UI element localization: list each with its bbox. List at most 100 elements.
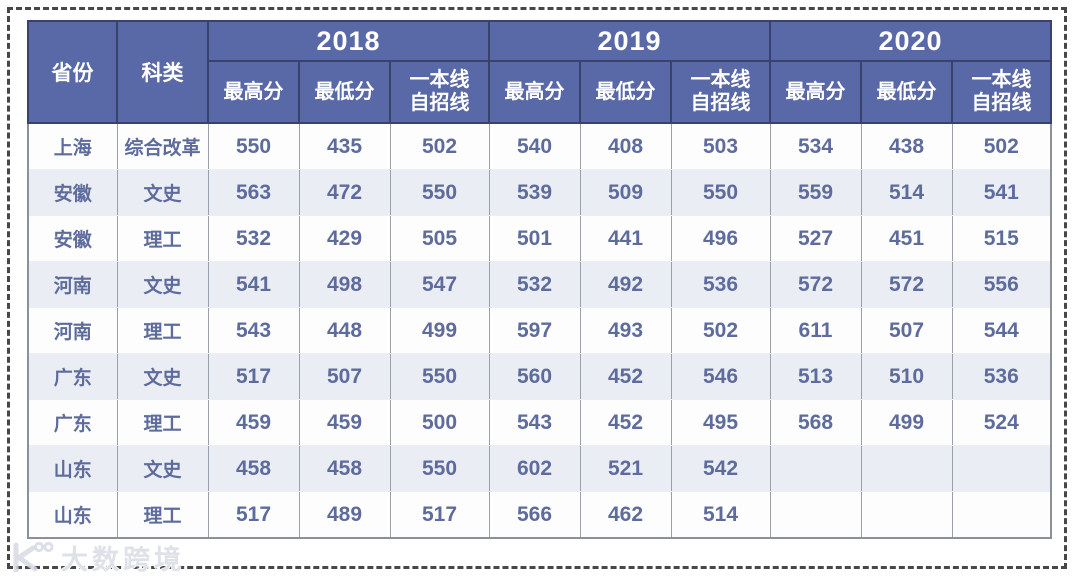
province-cell: 山东 [27,491,118,539]
score-cell: 532 [207,215,300,262]
header-min-score: 最低分 [579,60,672,124]
admission-scores-table: 省份 科类 2018 2019 2020 最高分 最低分 一本线 自招线 最高分… [27,20,1052,539]
score-cell: 507 [298,353,391,400]
category-cell: 文史 [116,261,209,308]
header-year-2018: 2018 [207,20,490,62]
table-row: 山东 文史 458 458 550 602 521 542 [27,445,1052,492]
score-cell [769,491,862,539]
score-cell: 560 [488,353,581,400]
score-cell: 536 [951,353,1052,400]
table-row: 安徽 理工 532 429 505 501 441 496 527 451 515 [27,215,1052,262]
score-cell: 499 [389,307,490,354]
province-cell: 安徽 [27,169,118,216]
score-cell: 489 [298,491,391,539]
score-cell: 458 [207,445,300,492]
score-cell: 441 [579,215,672,262]
year-header-row: 省份 科类 2018 2019 2020 [27,20,1052,124]
score-cell: 517 [207,353,300,400]
score-cell: 448 [298,307,391,354]
score-cell: 611 [769,307,862,354]
score-cell: 550 [389,445,490,492]
score-cell: 515 [951,215,1052,262]
watermark-logo-icon [13,541,54,573]
category-cell: 文史 [116,445,209,492]
table-row: 河南 理工 543 448 499 597 493 502 611 507 544 [27,307,1052,354]
header-min-score: 最低分 [860,60,953,124]
score-cell: 496 [670,215,771,262]
score-cell: 408 [579,122,672,170]
table-row: 广东 理工 459 459 500 543 452 495 568 499 524 [27,399,1052,446]
header-cutoff-line: 一本线 自招线 [670,60,771,124]
score-cell: 572 [769,261,862,308]
score-cell: 502 [389,122,490,170]
score-cell: 532 [488,261,581,308]
score-cell: 435 [298,122,391,170]
category-cell: 综合改革 [116,122,209,170]
score-cell: 451 [860,215,953,262]
header-province: 省份 [27,20,118,124]
header-min-score: 最低分 [298,60,391,124]
header-year-2020: 2020 [769,20,1052,62]
score-cell: 556 [951,261,1052,308]
score-cell: 568 [769,399,862,446]
watermark: 大数跨境 [8,536,185,578]
score-cell: 498 [298,261,391,308]
score-cell: 550 [389,353,490,400]
score-cell: 543 [488,399,581,446]
score-cell: 572 [860,261,953,308]
score-cell: 513 [769,353,862,400]
score-cell: 502 [670,307,771,354]
score-cell: 502 [951,122,1052,170]
table-row: 河南 文史 541 498 547 532 492 536 572 572 556 [27,261,1052,308]
province-cell: 广东 [27,399,118,446]
score-cell: 539 [488,169,581,216]
category-cell: 理工 [116,307,209,354]
score-cell: 566 [488,491,581,539]
score-cell [951,491,1052,539]
score-cell: 602 [488,445,581,492]
score-cell: 542 [670,445,771,492]
score-cell: 507 [860,307,953,354]
score-cell: 462 [579,491,672,539]
score-cell: 597 [488,307,581,354]
category-cell: 理工 [116,399,209,446]
table-header: 省份 科类 2018 2019 2020 最高分 最低分 一本线 自招线 最高分… [27,20,1052,124]
header-max-score: 最高分 [207,60,300,124]
score-cell: 541 [207,261,300,308]
score-cell: 493 [579,307,672,354]
table-row: 安徽 文史 563 472 550 539 509 550 559 514 541 [27,169,1052,216]
score-cell: 550 [389,169,490,216]
score-cell: 429 [298,215,391,262]
score-cell: 534 [769,122,862,170]
score-cell: 510 [860,353,953,400]
province-cell: 河南 [27,261,118,308]
score-cell: 524 [951,399,1052,446]
province-cell: 山东 [27,445,118,492]
category-cell: 文史 [116,353,209,400]
score-cell: 472 [298,169,391,216]
score-cell: 541 [951,169,1052,216]
province-cell: 上海 [27,122,118,170]
province-cell: 河南 [27,307,118,354]
score-cell: 536 [670,261,771,308]
score-cell [860,445,953,492]
province-cell: 广东 [27,353,118,400]
header-cutoff-line: 一本线 自招线 [389,60,490,124]
score-cell: 452 [579,399,672,446]
table-row: 山东 理工 517 489 517 566 462 514 [27,491,1052,539]
score-cell: 521 [579,445,672,492]
score-cell: 500 [389,399,490,446]
header-year-2019: 2019 [488,20,771,62]
score-cell [860,491,953,539]
score-cell: 517 [207,491,300,539]
score-cell: 499 [860,399,953,446]
score-cell [769,445,862,492]
province-cell: 安徽 [27,215,118,262]
score-cell: 505 [389,215,490,262]
score-cell: 527 [769,215,862,262]
score-cell: 514 [860,169,953,216]
score-cell: 514 [670,491,771,539]
score-cell: 459 [207,399,300,446]
category-cell: 文史 [116,169,209,216]
category-cell: 理工 [116,491,209,539]
